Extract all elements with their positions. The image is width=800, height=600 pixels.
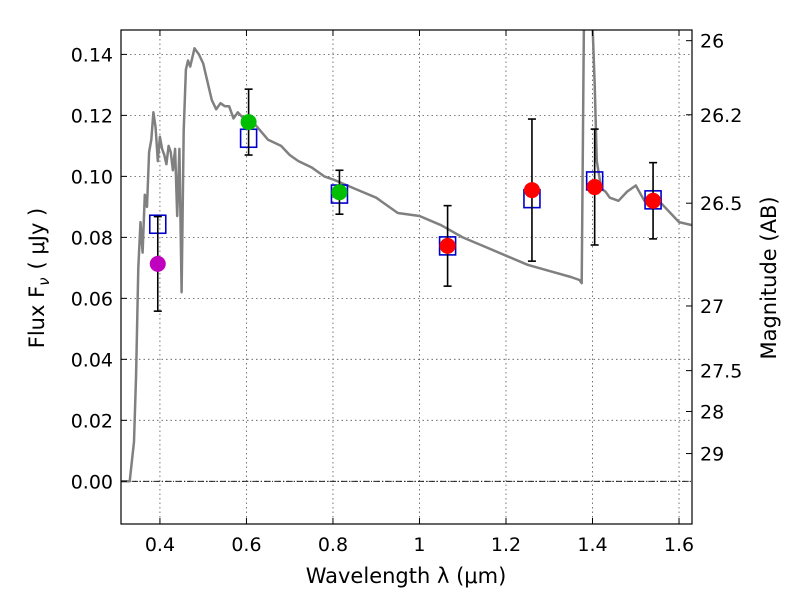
x-axis-title: Wavelength λ (μm) [306,564,507,588]
y-tick-label: 0.12 [71,105,113,127]
y-tick-label: 0.14 [71,44,113,66]
y-axis-title-main: Flux F [25,286,49,348]
y-tick-label: 0.10 [71,166,113,188]
y2-tick-label: 26.2 [700,105,742,127]
y-axis-title-sub: ν [35,277,53,285]
x-tick-label: 1 [413,534,425,556]
sed-curve-group [121,30,692,483]
observed-point [240,114,257,131]
y-tick-label: 0.06 [71,288,113,310]
y-tick-label: 0.08 [71,227,113,249]
y2-tick-label: 26 [700,31,724,53]
observed-point [149,255,166,272]
y2-axis-title: Magnitude (AB) [757,196,781,359]
y-axis-title: Flux Fν ( μJy ) [25,208,53,349]
y2-tick-label: 27 [700,296,724,318]
grid [121,30,692,524]
y2-tick-label: 27.5 [700,361,742,383]
x-tick-label: 1.4 [577,534,607,556]
x-tick-label: 1.2 [491,534,521,556]
observed-point [586,179,603,196]
observed-point [331,184,348,201]
y2-tick-label: 28 [700,401,724,423]
y-tick-label: 0.02 [71,410,113,432]
x-tick-label: 0.8 [318,534,348,556]
data-points-group [148,88,662,312]
x-tick-label: 0.4 [145,534,175,556]
y-tick-label: 0.04 [71,349,113,371]
observed-point [439,237,456,254]
y2-tick-label: 26.5 [700,193,742,215]
observed-point [523,182,540,199]
y-axis-title-unit: ( μJy ) [25,208,49,270]
x-tick-label: 1.6 [664,534,694,556]
sed-curve-line [121,30,692,483]
y-tick-label: 0.00 [71,471,113,493]
svg-text:Flux Fν( μJy ): Flux Fν ( μJy ) [25,208,53,349]
plot-frame [120,29,693,525]
y2-tick-label: 29 [700,444,724,466]
tick-labels: 0.4 0.6 0.8 1 1.2 1.4 1.6 0.00 0.02 0.04 0.06 0.08 0… [71,31,743,556]
observed-point [645,192,662,209]
tick-marks [121,30,692,524]
x-tick-label: 0.6 [231,534,261,556]
